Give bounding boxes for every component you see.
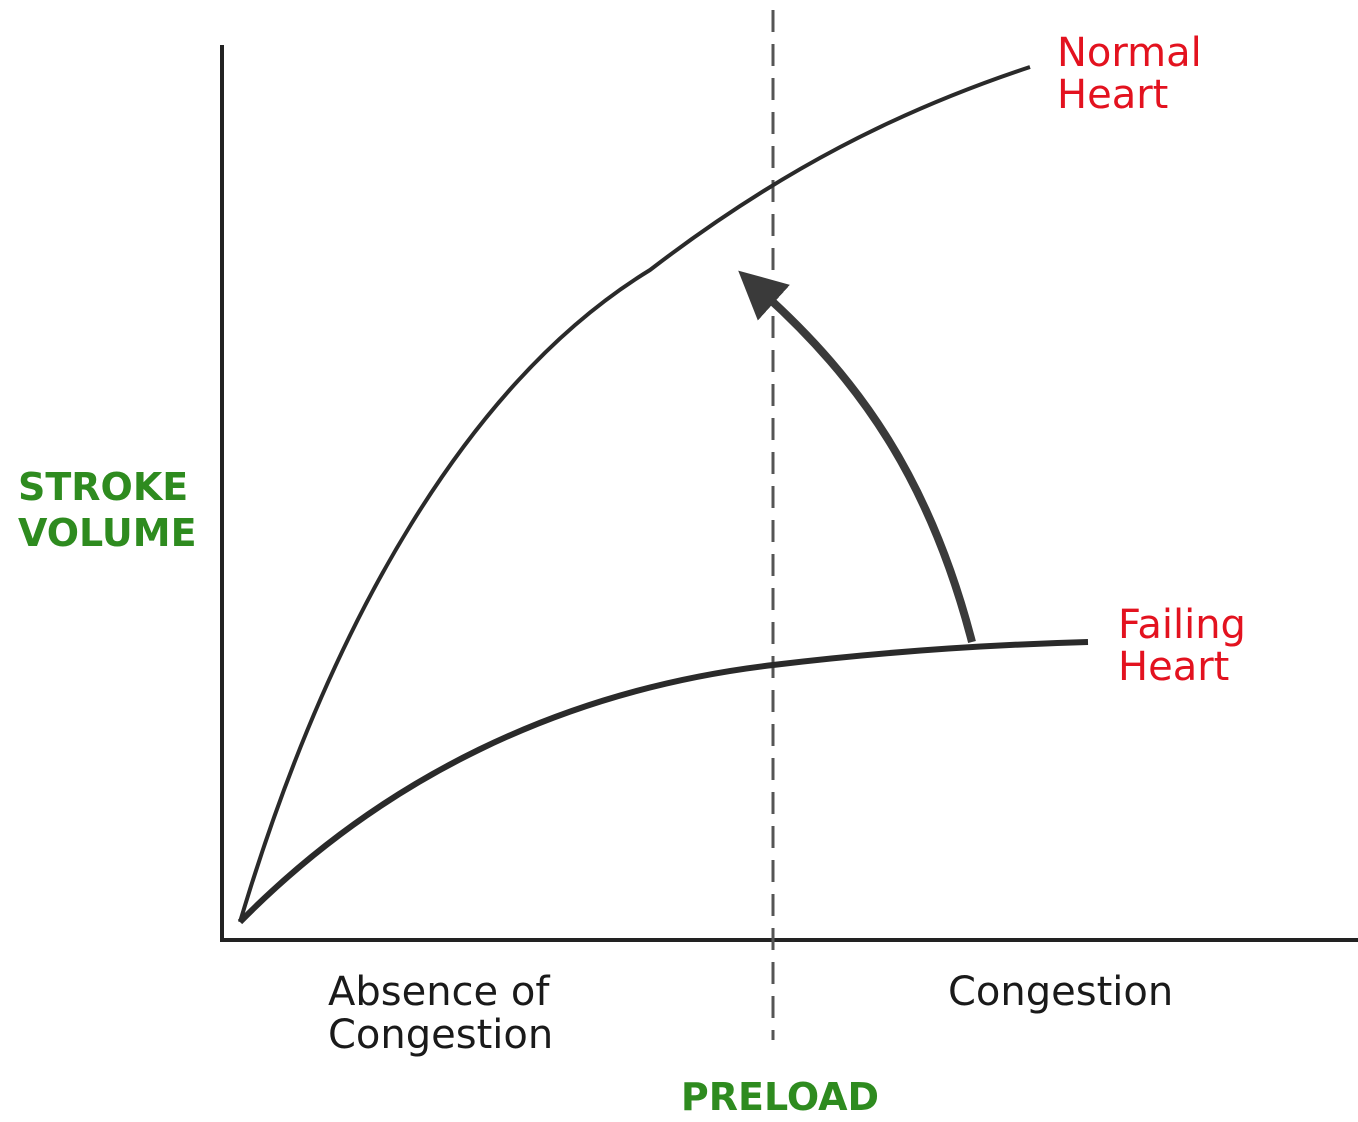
y-label: STROKE (18, 465, 188, 509)
normal-curve (238, 65, 1031, 923)
curve-label: Heart (1057, 72, 1168, 118)
curve-label: Normal (1057, 30, 1202, 76)
region-label: Congestion (948, 969, 1173, 1015)
region-label: Absence of (328, 969, 550, 1015)
curve-label: Failing (1118, 602, 1246, 648)
failing-curve (237, 639, 1089, 925)
x-label: PRELOAD (681, 1075, 879, 1119)
curve-label: Heart (1118, 644, 1229, 690)
y-label: VOLUME (18, 511, 197, 555)
region-label: Congestion (328, 1012, 553, 1058)
improvement-arrow (738, 270, 976, 644)
